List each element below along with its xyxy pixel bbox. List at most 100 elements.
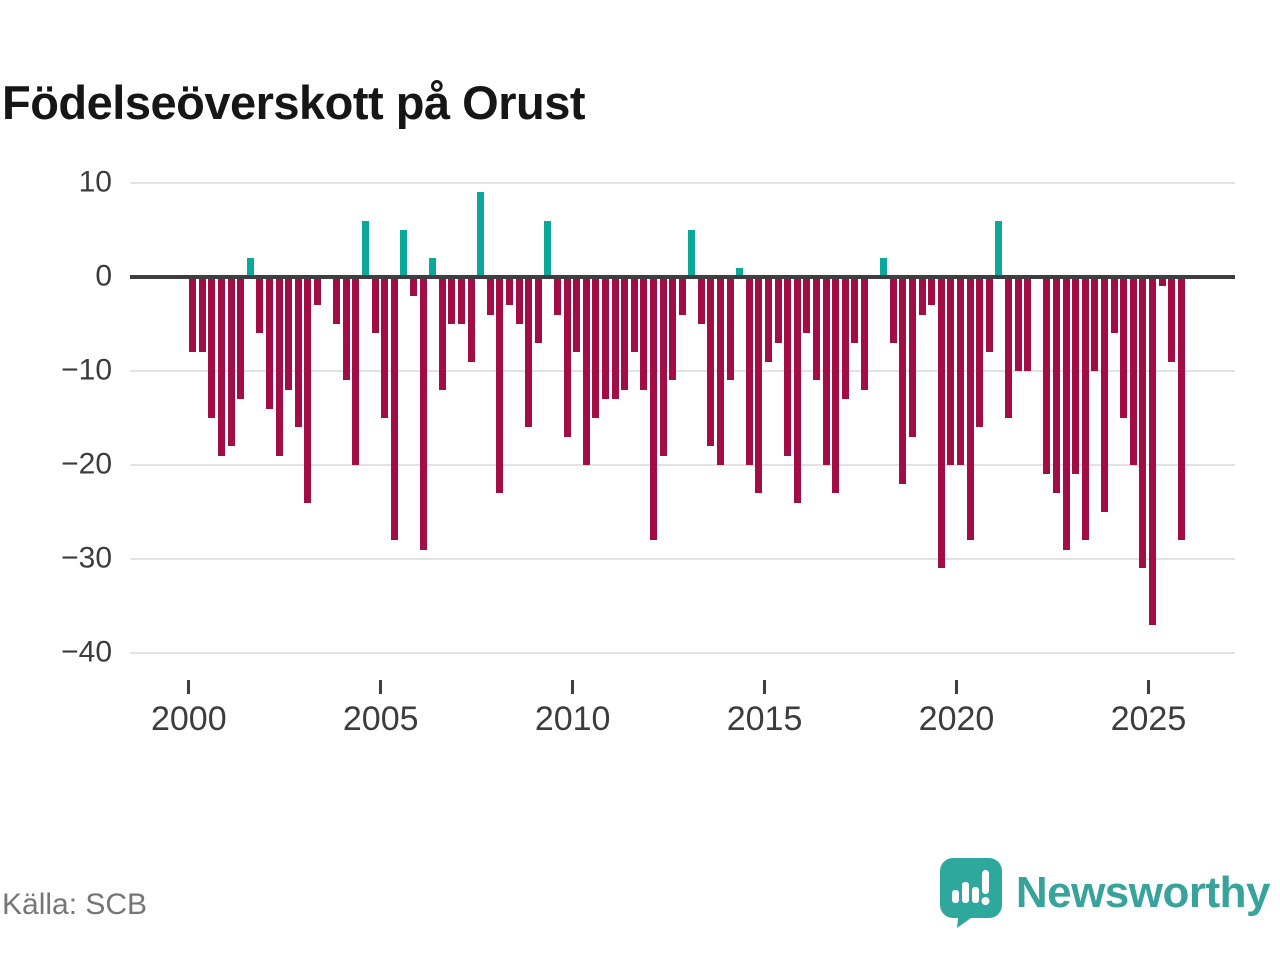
bar-negative [678,277,686,315]
bar-negative [227,277,235,447]
bar-positive [477,192,485,277]
newsworthy-wordmark: Newsworthy [1015,868,1271,917]
bar-negative [1177,277,1185,541]
x-axis-label-2000: 2000 [150,700,227,738]
gridline-y--40 [130,652,1235,654]
bar-positive [688,230,696,277]
x-axis-tick-2000 [187,680,191,694]
chart-title: Födelseöverskott på Orust [2,76,586,130]
gridline-y-10 [130,182,1235,184]
bar-negative [832,277,840,494]
bar-negative [352,277,360,465]
bar-negative [793,277,801,503]
bar-positive [362,220,370,277]
bar-negative [553,277,561,315]
bar-negative [621,277,629,390]
bar-negative [438,277,446,390]
bar-negative [726,277,734,381]
x-axis-tick-2010 [571,680,575,694]
bar-negative [486,277,494,315]
bar-negative [1081,277,1089,541]
bar-negative [582,277,590,465]
bar-negative [285,277,293,390]
y-axis-label: −40 [61,635,112,669]
bar-negative [515,277,523,324]
bar-negative [1110,277,1118,334]
bar-negative [1072,277,1080,475]
y-axis-label: −20 [61,447,112,481]
bar-negative [410,277,417,296]
bar-negative [822,277,830,465]
bar-negative [592,277,600,418]
bar-negative [266,277,274,409]
y-axis-label: −30 [61,541,112,575]
bar-negative [505,277,513,306]
bar-negative [630,277,638,353]
y-axis-label: 0 [95,259,112,293]
bar-negative [707,277,715,447]
bar-negative [342,277,350,381]
bar-negative [1024,277,1032,371]
bar-negative [573,277,581,353]
bar-negative [1148,277,1156,625]
newsworthy-logo: Newsworthy [939,858,1271,928]
bar-negative [390,277,398,541]
bar-negative [937,277,945,569]
source-note: Källa: SCB [2,888,148,921]
gridline-y--30 [130,558,1235,560]
bar-negative [899,277,907,484]
bar-negative [333,277,341,324]
bar-negative [1139,277,1147,569]
bar-negative [218,277,226,456]
bar-negative [669,277,677,381]
bar-negative [755,277,763,494]
x-axis-label-2010: 2010 [534,700,611,738]
bar-negative [1052,277,1060,494]
bar-negative [640,277,648,390]
bar-negative [381,277,389,418]
bar-negative [851,277,859,343]
y-axis-label: 10 [78,165,112,199]
bar-positive [429,258,437,277]
bar-negative [1043,277,1051,475]
bar-negative [189,277,197,353]
bar-negative [1100,277,1108,512]
bar-negative [841,277,849,400]
x-axis-tick-2005 [379,680,383,694]
bar-negative [467,277,475,362]
bar-negative [496,277,504,494]
bar-negative [525,277,533,428]
bar-negative [813,277,821,381]
bar-negative [697,277,705,324]
bar-negative [717,277,725,465]
bar-negative [985,277,993,353]
newsworthy-speech-bubble-chart-icon [939,858,1002,928]
bar-negative [1158,277,1166,287]
bar-negative [275,277,283,456]
bar-negative [419,277,427,550]
bar-negative [765,277,773,362]
bar-negative [1091,277,1099,371]
bar-negative [918,277,926,315]
bar-positive [400,230,408,277]
bar-negative [1168,277,1176,362]
bar-negative [861,277,869,390]
bar-negative [928,277,936,306]
gridline-y--10 [130,370,1235,372]
bar-negative [745,277,753,465]
bar-negative [294,277,302,428]
x-axis-tick-2020 [954,680,958,694]
bar-negative [659,277,667,456]
bar-positive [995,220,1003,277]
bar-negative [976,277,984,428]
x-axis-label-2015: 2015 [726,700,803,738]
x-axis-tick-2015 [763,680,767,694]
bar-negative [784,277,792,456]
x-axis-label-2025: 2025 [1110,700,1187,738]
bar-negative [1129,277,1137,465]
bar-negative [956,277,964,465]
bar-negative [208,277,216,418]
x-axis-tick-2025 [1146,680,1150,694]
bar-negative [198,277,206,353]
bar-negative [1014,277,1022,371]
